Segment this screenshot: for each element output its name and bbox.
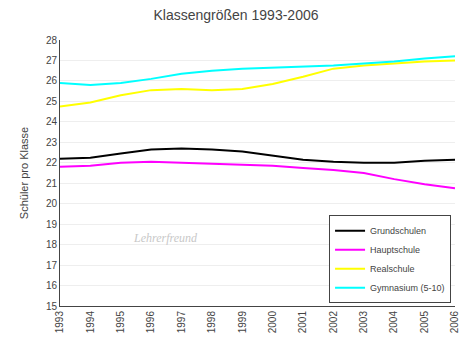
svg-text:16: 16 [46,280,58,291]
svg-text:1995: 1995 [115,311,126,334]
svg-text:Gymnasium (5-10): Gymnasium (5-10) [370,283,445,293]
svg-text:15: 15 [46,301,58,312]
svg-text:26: 26 [46,75,58,86]
svg-text:2005: 2005 [419,311,430,334]
svg-text:20: 20 [46,198,58,209]
svg-text:2003: 2003 [358,311,369,334]
svg-text:17: 17 [46,260,58,271]
svg-text:28: 28 [46,35,58,46]
svg-text:1998: 1998 [206,311,217,334]
svg-text:25: 25 [46,96,58,107]
svg-text:Hauptschule: Hauptschule [370,245,420,255]
svg-text:2006: 2006 [449,311,460,334]
svg-text:19: 19 [46,219,58,230]
svg-text:1999: 1999 [237,311,248,334]
svg-text:22: 22 [46,157,58,168]
svg-text:1996: 1996 [145,311,156,334]
svg-text:23: 23 [46,137,58,148]
svg-text:2002: 2002 [328,311,339,334]
svg-text:2004: 2004 [388,311,399,334]
svg-text:24: 24 [46,116,58,127]
svg-text:1997: 1997 [176,311,187,334]
svg-text:1994: 1994 [85,311,96,334]
svg-text:21: 21 [46,178,58,189]
svg-text:Lehrerfreund: Lehrerfreund [133,231,198,245]
svg-text:Schüler pro Klasse: Schüler pro Klasse [18,127,30,219]
svg-text:Grundschulen: Grundschulen [370,226,426,236]
svg-text:1993: 1993 [54,311,65,334]
svg-text:2001: 2001 [297,311,308,334]
svg-text:2000: 2000 [267,311,278,334]
svg-text:18: 18 [46,239,58,250]
svg-text:Klassengrößen 1993-2006: Klassengrößen 1993-2006 [153,7,318,23]
svg-text:27: 27 [46,55,58,66]
svg-text:Realschule: Realschule [370,264,415,274]
